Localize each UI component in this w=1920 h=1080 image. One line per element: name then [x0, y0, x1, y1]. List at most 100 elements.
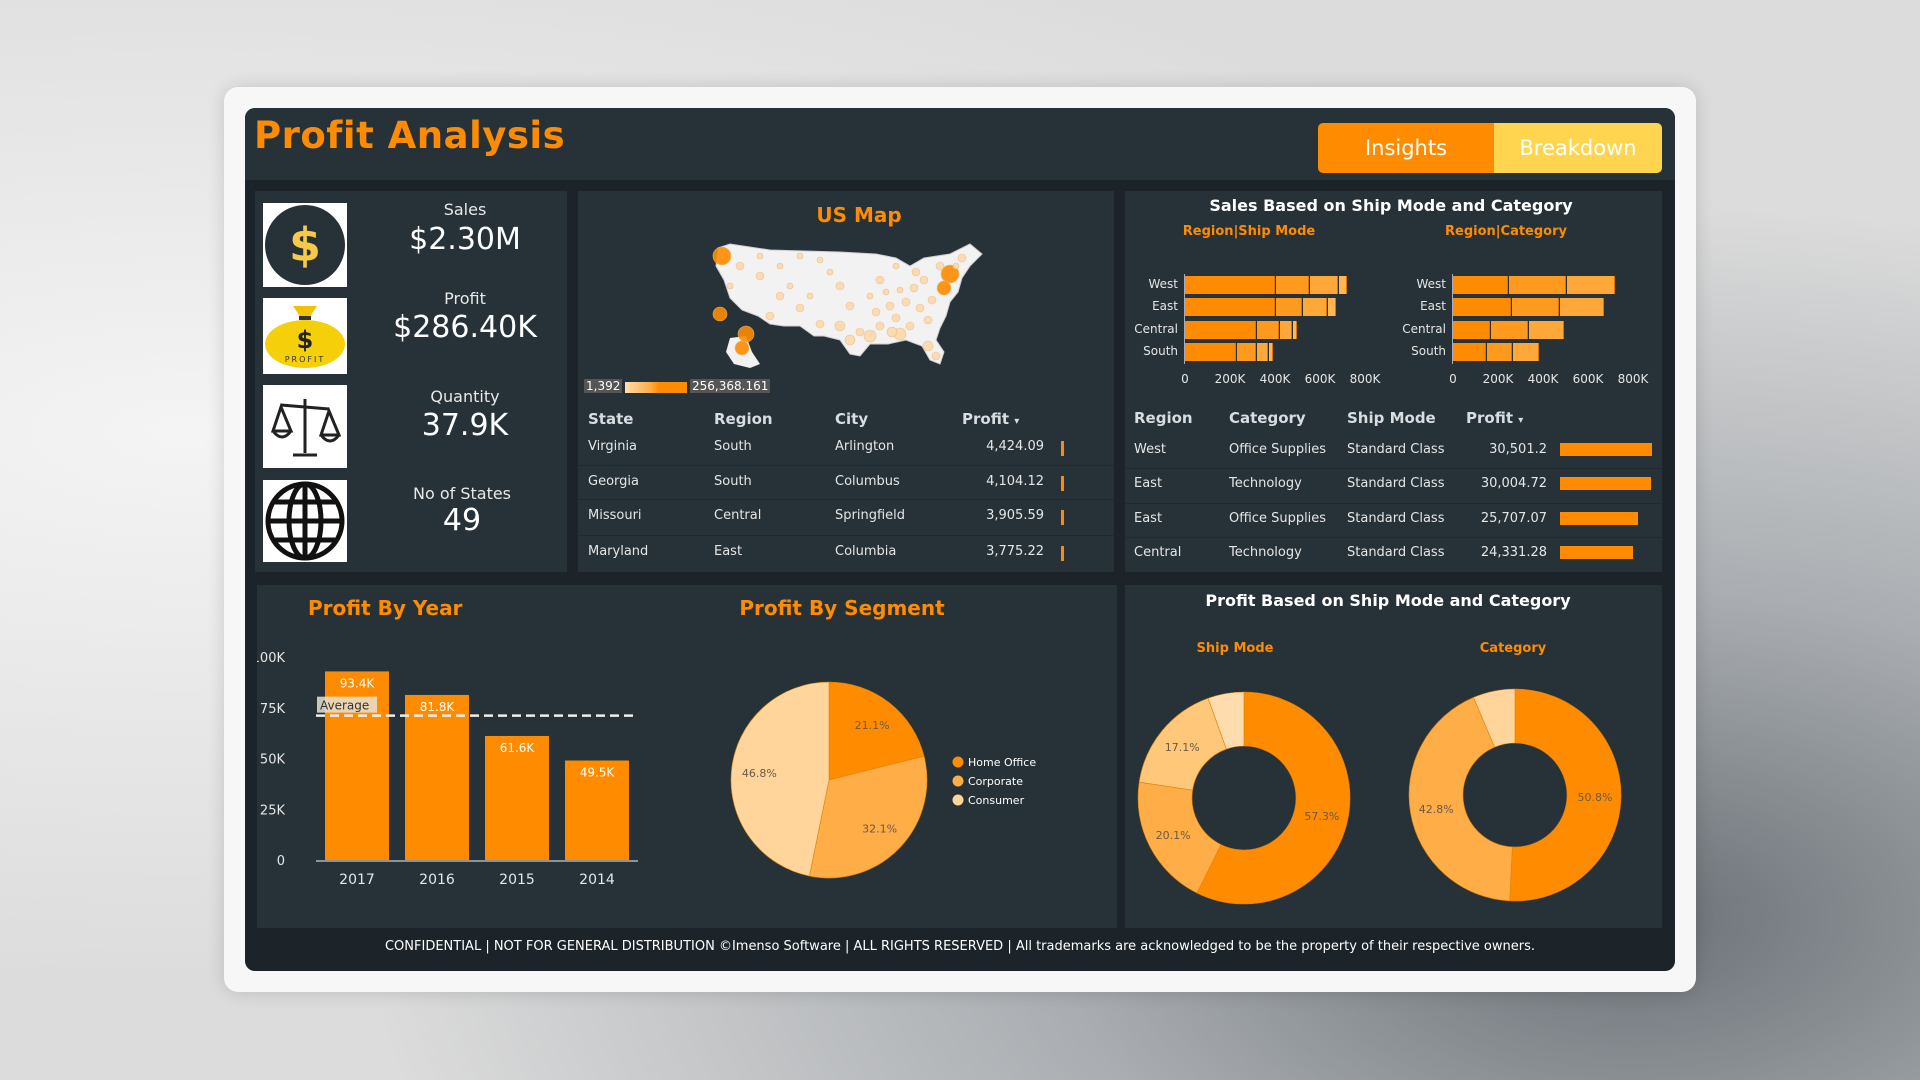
map-point[interactable]: [871, 307, 881, 317]
map-point[interactable]: [734, 340, 750, 356]
row-divider: [1125, 537, 1662, 538]
map-point[interactable]: [896, 286, 904, 294]
map-point[interactable]: [863, 329, 877, 343]
map-point[interactable]: [796, 252, 804, 260]
map-col-state[interactable]: State: [588, 410, 634, 428]
map-point[interactable]: [923, 315, 933, 325]
map-point[interactable]: [866, 292, 874, 300]
sales-col-region[interactable]: Region: [1134, 409, 1193, 427]
kpi-states-label: No of States: [412, 484, 512, 503]
map-cell-state[interactable]: Missouri: [588, 508, 642, 523]
year-bar[interactable]: [565, 760, 629, 861]
year-bar[interactable]: [405, 694, 469, 861]
sales-cell-region[interactable]: Central: [1134, 545, 1182, 560]
map-col-city[interactable]: City: [835, 410, 869, 428]
map-point[interactable]: [885, 301, 895, 311]
pie-slice[interactable]: [730, 681, 830, 877]
map-point[interactable]: [737, 325, 755, 343]
map-point[interactable]: [855, 327, 865, 337]
axis-category-label: South: [1143, 344, 1178, 358]
map-point[interactable]: [756, 252, 764, 260]
map-point[interactable]: [845, 301, 855, 311]
map-point[interactable]: [844, 334, 856, 346]
map-point[interactable]: [776, 262, 784, 270]
axis-tick-label: 400K: [1527, 372, 1559, 386]
sales-cell-region[interactable]: East: [1134, 511, 1163, 526]
us-map[interactable]: [700, 236, 990, 396]
map-cell-state[interactable]: Virginia: [588, 439, 638, 454]
map-point[interactable]: [915, 303, 925, 313]
map-point[interactable]: [726, 282, 734, 290]
pie-slice[interactable]: [1137, 781, 1222, 894]
year-bar[interactable]: [485, 735, 549, 861]
axis-tick-label: 400K: [1259, 372, 1291, 386]
sales-col-profit[interactable]: Profit ▾: [1466, 409, 1523, 427]
map-col-profit-label: Profit: [962, 410, 1009, 428]
pie-slice[interactable]: [1207, 691, 1245, 750]
map-point[interactable]: [905, 321, 915, 331]
pie-slice[interactable]: [828, 681, 925, 781]
sales-cell-region[interactable]: East: [1134, 476, 1163, 491]
sales-cell-profit: 24,331.28: [1480, 545, 1547, 560]
map-point[interactable]: [919, 275, 929, 285]
map-point[interactable]: [834, 320, 846, 332]
map-col-profit[interactable]: Profit ▾: [962, 410, 1019, 428]
y-tick-label: 75K: [260, 702, 286, 717]
map-point[interactable]: [891, 313, 901, 323]
map-point[interactable]: [927, 295, 937, 305]
tab-breakdown[interactable]: Breakdown: [1494, 123, 1662, 173]
bar-data-label: 49.5K: [580, 766, 616, 780]
legend-swatch: [952, 756, 964, 768]
pie-slice[interactable]: [1473, 688, 1516, 748]
map-point[interactable]: [901, 297, 911, 307]
map-point[interactable]: [806, 292, 814, 300]
sales-cell-profit: 30,004.72: [1480, 476, 1547, 491]
map-point[interactable]: [936, 280, 952, 296]
pie-slice[interactable]: [1408, 697, 1513, 902]
map-point[interactable]: [765, 311, 775, 321]
map-point[interactable]: [755, 271, 765, 281]
map-point[interactable]: [835, 281, 845, 291]
legend-label[interactable]: Consumer: [968, 794, 1025, 807]
sales-col-shipmode[interactable]: Ship Mode: [1347, 409, 1436, 427]
bar-segment: [1185, 298, 1275, 316]
map-point[interactable]: [826, 268, 834, 276]
map-point[interactable]: [882, 288, 890, 296]
map-cell-state[interactable]: Georgia: [588, 474, 639, 489]
pie-slice[interactable]: [1509, 688, 1622, 902]
map-point[interactable]: [786, 282, 794, 290]
map-col-region[interactable]: Region: [714, 410, 773, 428]
donut-category-title: Category: [1479, 641, 1547, 656]
map-point[interactable]: [935, 261, 945, 271]
map-point[interactable]: [909, 283, 919, 293]
map-point[interactable]: [931, 351, 941, 361]
sales-cell-profit: 30,501.2: [1489, 442, 1547, 457]
map-point[interactable]: [875, 321, 885, 331]
map-point[interactable]: [795, 303, 805, 313]
pie-slice[interactable]: [809, 755, 928, 879]
map-cell-state[interactable]: Maryland: [588, 544, 649, 559]
map-point[interactable]: [957, 253, 967, 263]
map-point[interactable]: [892, 262, 900, 270]
axis-line: [1184, 274, 1185, 364]
map-point[interactable]: [712, 246, 732, 266]
map-point[interactable]: [815, 319, 825, 329]
legend-label[interactable]: Home Office: [968, 756, 1036, 769]
tab-insights[interactable]: Insights: [1318, 123, 1494, 173]
map-point[interactable]: [816, 256, 824, 264]
map-point[interactable]: [775, 291, 785, 301]
map-point[interactable]: [922, 340, 934, 352]
map-point[interactable]: [875, 275, 885, 285]
map-point[interactable]: [952, 262, 960, 270]
map-point[interactable]: [712, 306, 728, 322]
map-legend-gradient: [625, 382, 687, 393]
map-point[interactable]: [940, 264, 960, 284]
sales-cell-region[interactable]: West: [1134, 442, 1166, 457]
axis-tick-label: 200K: [1482, 372, 1514, 386]
sales-col-category[interactable]: Category: [1229, 409, 1306, 427]
map-point[interactable]: [911, 267, 921, 277]
pie-slice[interactable]: [1196, 691, 1351, 905]
legend-label[interactable]: Corporate: [968, 775, 1023, 788]
map-point[interactable]: [886, 326, 898, 338]
map-point[interactable]: [735, 261, 745, 271]
